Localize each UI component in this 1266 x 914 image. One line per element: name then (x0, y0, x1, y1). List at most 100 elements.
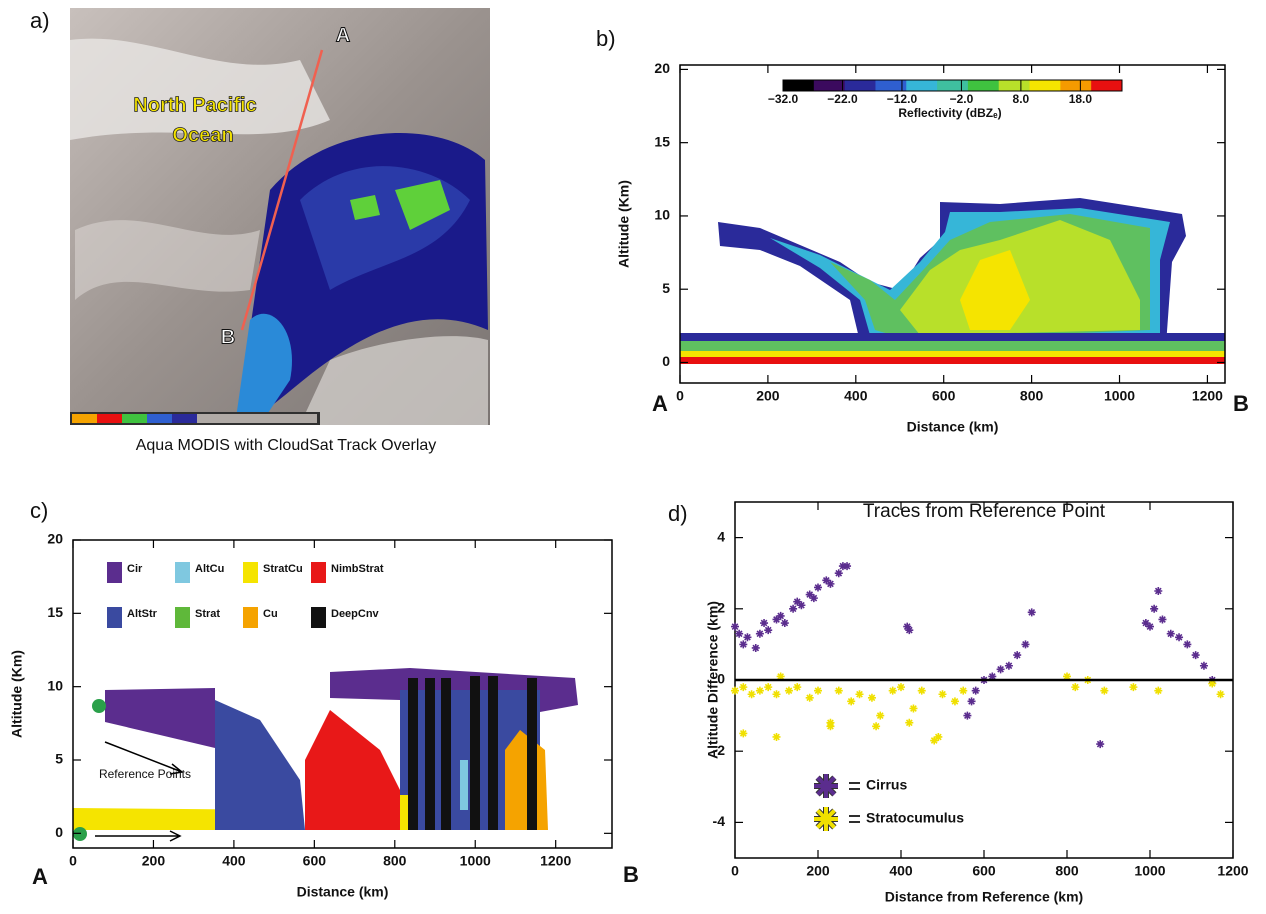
point (739, 683, 748, 692)
point (1021, 640, 1030, 649)
panel-label: b) (596, 26, 616, 51)
point (814, 686, 822, 695)
point (739, 640, 748, 649)
point (772, 732, 781, 741)
point (751, 643, 760, 652)
point (805, 590, 814, 599)
x-tick-label: 1200 (540, 853, 571, 869)
point (814, 583, 822, 592)
x-tick-label: 800 (1020, 388, 1044, 404)
x-tick-label: 200 (142, 853, 166, 869)
legend-equals (849, 782, 860, 823)
y-tick-label: 15 (654, 133, 670, 149)
y-tick-label: 20 (47, 531, 63, 547)
point (867, 693, 876, 702)
point (747, 690, 756, 699)
colorbar-tick-label: −32.0 (768, 92, 799, 106)
point (797, 601, 806, 610)
point (876, 711, 885, 720)
point (826, 718, 835, 727)
point (755, 686, 764, 695)
point (772, 615, 781, 624)
x-tick-label: 1200 (1192, 388, 1223, 404)
x-tick-label: 600 (972, 863, 996, 879)
x-tick-label: 400 (889, 863, 913, 879)
point (897, 683, 905, 692)
point (971, 686, 980, 695)
x-tick-label: 0 (676, 388, 684, 404)
point (735, 629, 744, 638)
point (1013, 651, 1022, 660)
point (872, 722, 881, 731)
point (950, 697, 959, 706)
colorbar-cell (844, 80, 876, 91)
point (1150, 604, 1159, 613)
colorbar-cell (813, 80, 846, 91)
point (784, 686, 793, 695)
point (1129, 683, 1138, 692)
panel-label: a) (30, 8, 50, 33)
legend-label: AltCu (195, 563, 224, 575)
point (1004, 661, 1013, 670)
legend-marker (814, 774, 838, 798)
legend-marker (814, 807, 838, 831)
y-tick-label: 5 (662, 280, 670, 296)
point (1063, 672, 1071, 681)
reference-point (92, 699, 106, 713)
legend-label: NimbStrat (331, 563, 384, 575)
start-label: A (652, 391, 668, 416)
legend-swatch (107, 607, 122, 628)
x-tick-label: 1000 (460, 853, 491, 869)
panel-label: c) (30, 498, 48, 523)
point (909, 704, 918, 713)
legend-swatch (311, 562, 326, 583)
place-label: North Pacific (133, 94, 256, 116)
y-tick-label: 10 (654, 207, 670, 223)
legend-swatch (175, 607, 190, 628)
point (1100, 686, 1109, 695)
y-axis-label: Altitude (Km) (9, 650, 25, 738)
colorbar-tick-label: −12.0 (887, 92, 918, 106)
x-axis-label: Distance (km) (907, 419, 999, 435)
end-label: B (1233, 391, 1249, 416)
cloud-regions (73, 668, 578, 830)
legend-label: Cu (263, 608, 278, 620)
colorbar-tick-label: −2.0 (950, 92, 974, 106)
point (731, 622, 739, 631)
x-tick-label: 200 (756, 388, 780, 404)
point (1199, 661, 1208, 670)
point (793, 683, 802, 692)
colorbar-label: Reflectivity (dBZₑ) (898, 106, 1001, 120)
x-tick-label: 600 (303, 853, 327, 869)
plot-frame (679, 64, 1226, 384)
point (888, 686, 897, 695)
point (776, 611, 785, 620)
colorbar-cell (1029, 80, 1061, 91)
radar-echo (680, 198, 1225, 364)
point (834, 569, 843, 578)
arrow (95, 741, 184, 842)
point (764, 626, 773, 635)
point (805, 693, 814, 702)
point (780, 619, 789, 628)
point (755, 629, 764, 638)
y-tick-label: 10 (47, 677, 63, 693)
point (760, 619, 769, 628)
point (838, 562, 847, 571)
point (793, 597, 802, 606)
point (1154, 686, 1163, 695)
y-tick-label: 15 (47, 604, 63, 620)
colorbar-cell (998, 80, 1031, 91)
legend-label: DeepCnv (331, 608, 380, 620)
legend-label: Stratocumulus (866, 810, 964, 826)
chart-title: Traces from Reference Point (863, 501, 1106, 522)
legend-label: Strat (195, 608, 220, 620)
plot-frame (72, 539, 613, 849)
y-tick-label: 5 (55, 751, 63, 767)
point (988, 672, 997, 681)
y-tick-label: 0 (662, 353, 670, 369)
point (959, 686, 968, 695)
point (930, 736, 939, 745)
panel-label: d) (668, 501, 688, 526)
